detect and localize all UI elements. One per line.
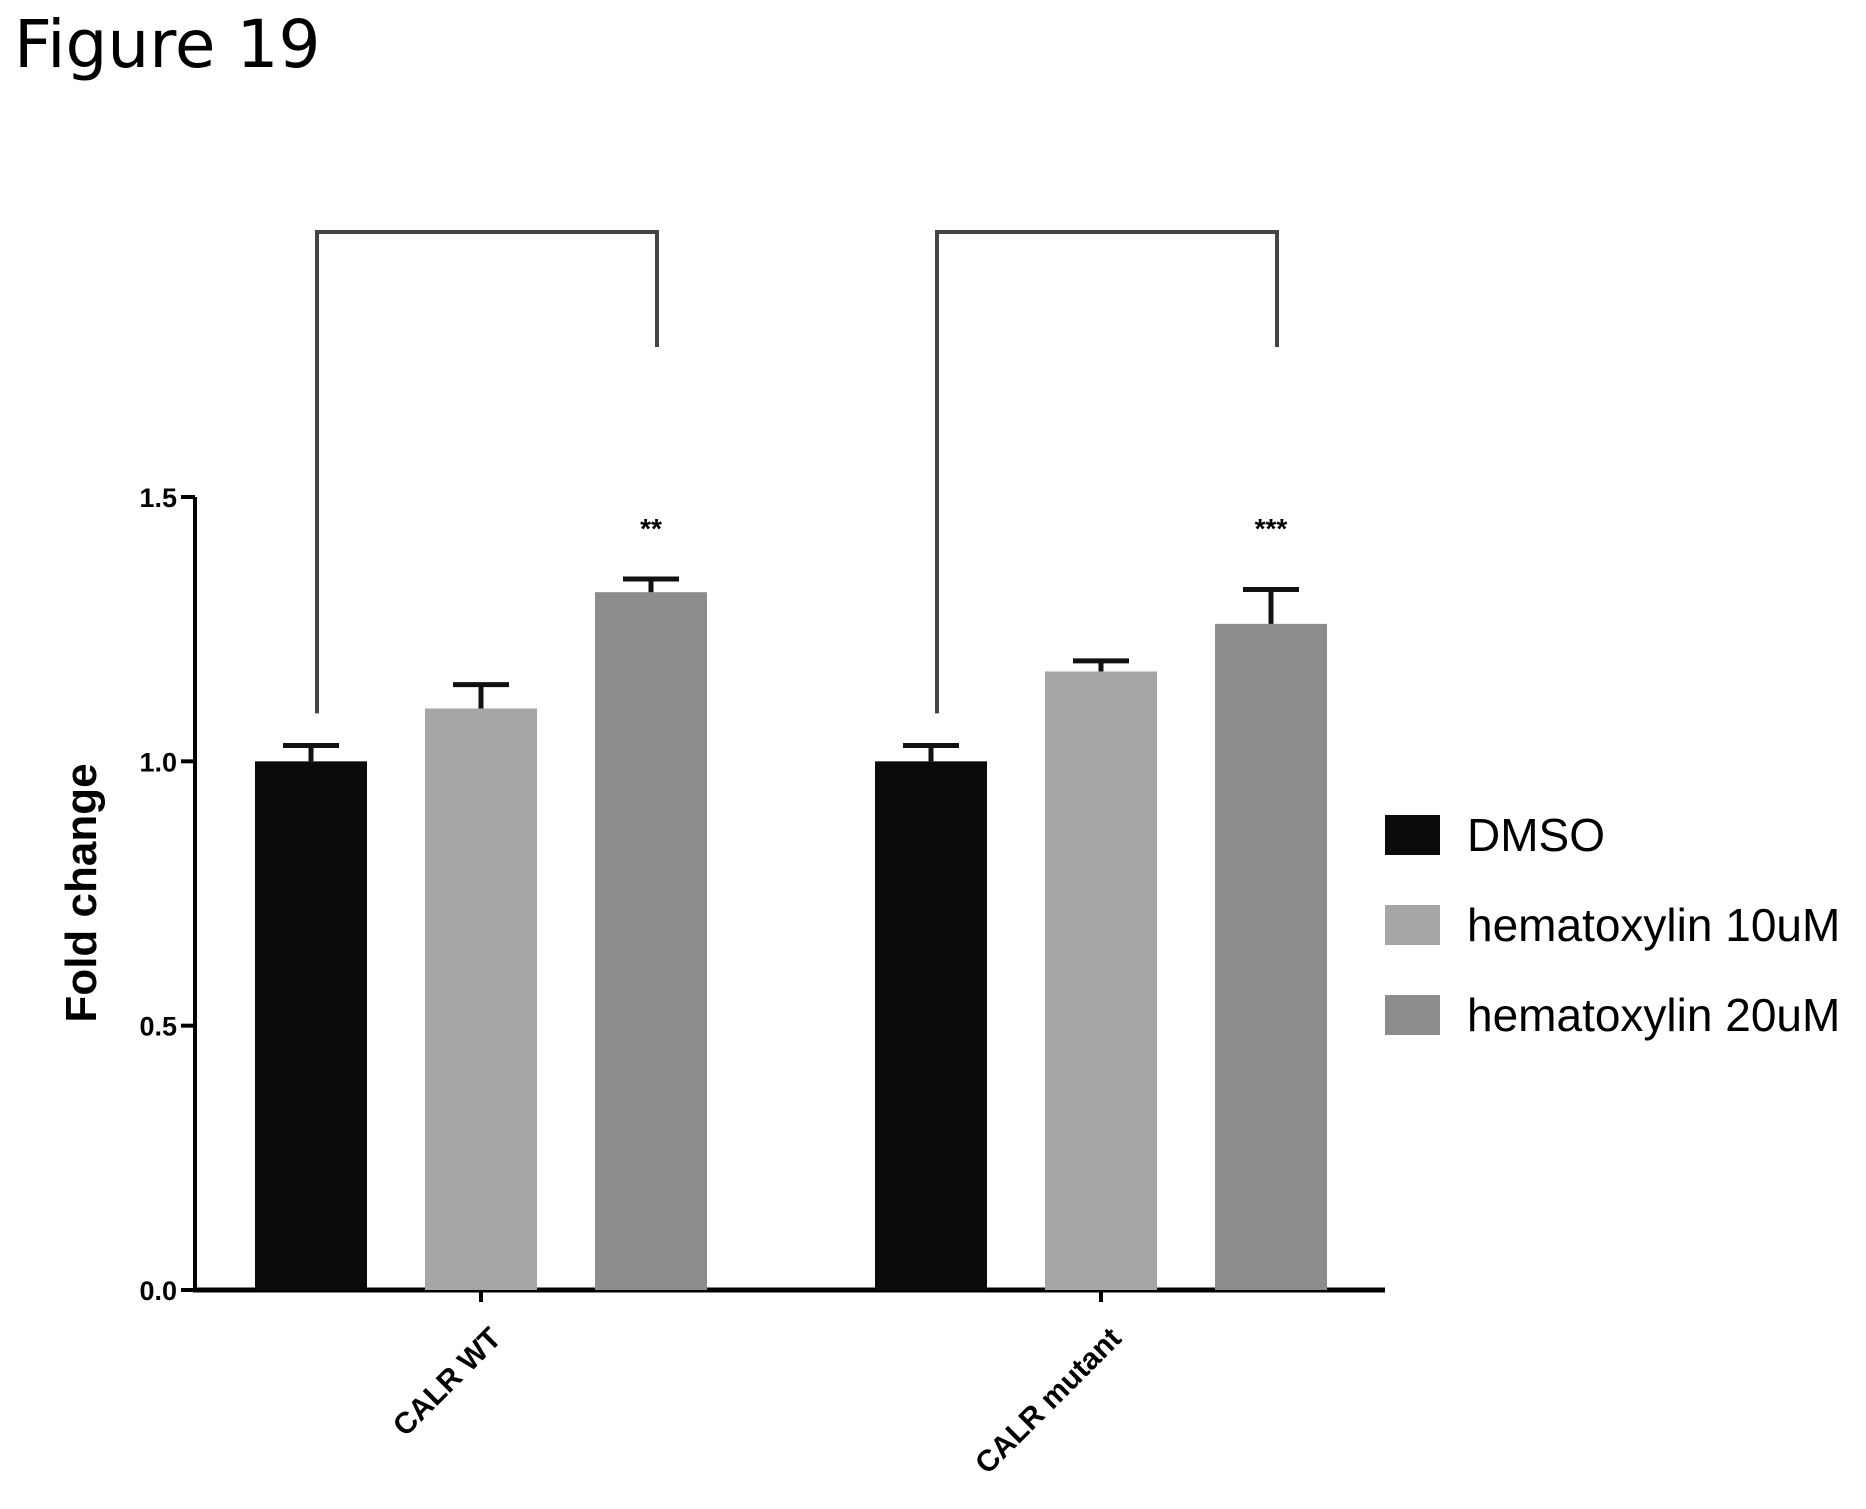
y-axis-title: Fold change [57, 763, 106, 1022]
legend-label: hematoxylin 10uM [1467, 899, 1840, 951]
y-tick-label: 1.5 [139, 483, 177, 513]
legend-label: hematoxylin 20uM [1467, 989, 1840, 1041]
bar [875, 761, 987, 1290]
legend-label: DMSO [1467, 809, 1605, 861]
bar [595, 592, 707, 1290]
y-tick-label: 0.5 [139, 1012, 177, 1042]
legend-swatch [1385, 905, 1440, 945]
significance-label: *** [1255, 513, 1288, 544]
significance-label: ** [640, 513, 662, 544]
significance-bracket [935, 230, 1279, 714]
significance-bracket [315, 230, 659, 714]
bar [255, 761, 367, 1290]
legend-swatch [1385, 995, 1440, 1035]
y-tick-label: 1.0 [139, 747, 177, 777]
bar [1045, 671, 1157, 1290]
figure-title: Figure 19 [14, 6, 321, 83]
bar [425, 708, 537, 1290]
x-category-label: CALR WT [387, 1322, 508, 1443]
x-category-label: CALR mutant [969, 1322, 1128, 1481]
bar [1215, 623, 1327, 1290]
legend-swatch [1385, 815, 1440, 855]
y-tick-label: 0.0 [139, 1276, 177, 1306]
